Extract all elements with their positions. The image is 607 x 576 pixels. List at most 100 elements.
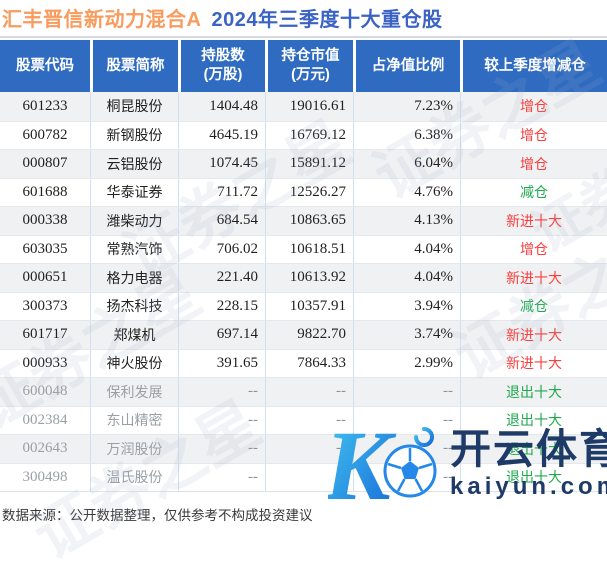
cell-code: 000651 — [22, 269, 68, 286]
cell-shares: -- — [178, 378, 265, 406]
cell-shares: -- — [178, 435, 265, 463]
cell-value: 10613.92 — [265, 264, 353, 292]
cell-name: 云铝股份 — [90, 150, 178, 178]
cell-shares: 228.15 — [178, 292, 265, 320]
cell-shares: 706.02 — [178, 235, 265, 263]
col-header-ratio: 占净值比例 — [353, 40, 460, 92]
cell-value: 19016.61 — [265, 92, 353, 121]
table-row-000807: 000807 云铝股份 1074.45 15891.12 6.04% 增仓 — [0, 149, 607, 178]
cell-name: 保利发展 — [90, 378, 178, 406]
cell-name: 桐昆股份 — [90, 92, 178, 121]
col-header-shares: 持股数 (万股) — [178, 40, 265, 92]
cell-value: -- — [265, 463, 353, 491]
col-header-name: 股票简称 — [90, 40, 178, 92]
cell-change: 增仓 — [460, 235, 607, 263]
cell-code: 000933 — [22, 354, 68, 371]
cell-value: -- — [265, 435, 353, 463]
cell-value: 9822.70 — [265, 321, 353, 349]
data-source-note: 数据来源：公开数据整理，仅供参考不构成投资建议 — [2, 508, 313, 523]
cell-ratio: -- — [353, 435, 460, 463]
cell-code: 603035 — [22, 240, 68, 257]
table-row-600048: 600048 保利发展 -- -- -- 退出十大 — [0, 377, 607, 406]
cell-code: 002643 — [22, 440, 68, 457]
table-header-row: 股票代码 股票简称 持股数 (万股) 持仓市值 (万元) 占净值比例 较上季度增减仓 — [0, 40, 607, 92]
cell-change: 新进十大 — [460, 264, 607, 292]
table-row-601233: 601233 桐昆股份 1404.48 19016.61 7.23% 增仓 — [0, 92, 607, 121]
cell-ratio: 4.76% — [353, 178, 460, 206]
cell-value: 15891.12 — [265, 150, 353, 178]
cell-shares: 391.65 — [178, 349, 265, 377]
cell-name: 郑煤机 — [90, 321, 178, 349]
cell-value: 10863.65 — [265, 207, 353, 235]
cell-value: 10618.51 — [265, 235, 353, 263]
cell-change: 增仓 — [460, 150, 607, 178]
cell-value: -- — [265, 406, 353, 434]
holdings-table: 股票代码 股票简称 持股数 (万股) 持仓市值 (万元) 占净值比例 较上季度增减仓 6012… — [0, 36, 607, 492]
cell-ratio: 4.04% — [353, 235, 460, 263]
cell-change: 增仓 — [460, 121, 607, 149]
cell-change: 新进十大 — [460, 321, 607, 349]
cell-shares: 684.54 — [178, 207, 265, 235]
cell-code: 002384 — [22, 411, 68, 428]
cell-code: 300373 — [22, 297, 68, 314]
cell-shares: 4645.19 — [178, 121, 265, 149]
cell-value: 10357.91 — [265, 292, 353, 320]
cell-change: 减仓 — [460, 178, 607, 206]
cell-ratio: 2.99% — [353, 349, 460, 377]
cell-ratio: -- — [353, 378, 460, 406]
cell-code: 600048 — [22, 383, 68, 400]
cell-code: 601717 — [22, 326, 68, 343]
cell-name: 潍柴动力 — [90, 207, 178, 235]
table-row-000933: 000933 神火股份 391.65 7864.33 2.99% 新进十大 — [0, 348, 607, 377]
cell-change: 退出十大 — [460, 463, 607, 491]
table-top-border — [0, 36, 607, 38]
cell-name: 格力电器 — [90, 264, 178, 292]
cell-code: 000807 — [22, 155, 68, 172]
table-row-601688: 601688 华泰证券 711.72 12526.27 4.76% 减仓 — [0, 177, 607, 206]
cell-shares: 1074.45 — [178, 150, 265, 178]
cell-shares: 1404.48 — [178, 92, 265, 121]
cell-value: -- — [265, 378, 353, 406]
report-period-title: 2024年三季度十大重仓股 — [211, 9, 443, 31]
cell-ratio: -- — [353, 463, 460, 491]
cell-code: 300498 — [22, 468, 68, 485]
cell-ratio: 4.04% — [353, 264, 460, 292]
cell-change: 退出十大 — [460, 406, 607, 434]
table-row-601717: 601717 郑煤机 697.14 9822.70 3.74% 新进十大 — [0, 320, 607, 349]
cell-name: 华泰证券 — [90, 178, 178, 206]
cell-value: 7864.33 — [265, 349, 353, 377]
cell-code: 000338 — [22, 212, 68, 229]
cell-ratio: 6.38% — [353, 121, 460, 149]
table-body: 601233 桐昆股份 1404.48 19016.61 7.23% 增仓 600782 新钢… — [0, 92, 607, 492]
cell-name: 新钢股份 — [90, 121, 178, 149]
cell-change: 增仓 — [460, 92, 607, 121]
cell-ratio: 3.94% — [353, 292, 460, 320]
cell-ratio: 3.74% — [353, 321, 460, 349]
cell-shares: 221.40 — [178, 264, 265, 292]
table-row-300373: 300373 扬杰科技 228.15 10357.91 3.94% 减仓 — [0, 291, 607, 320]
cell-ratio: 4.13% — [353, 207, 460, 235]
cell-name: 东山精密 — [90, 406, 178, 434]
cell-change: 新进十大 — [460, 349, 607, 377]
cell-ratio: 7.23% — [353, 92, 460, 121]
cell-ratio: 6.04% — [353, 150, 460, 178]
cell-ratio: -- — [353, 406, 460, 434]
cell-change: 新进十大 — [460, 207, 607, 235]
cell-shares: -- — [178, 463, 265, 491]
table-row-000338: 000338 潍柴动力 684.54 10863.65 4.13% 新进十大 — [0, 206, 607, 235]
table-row-600782: 600782 新钢股份 4645.19 16769.12 6.38% 增仓 — [0, 120, 607, 149]
col-header-code: 股票代码 — [0, 40, 90, 92]
cell-name: 万润股份 — [90, 435, 178, 463]
page-title: 汇丰晋信新动力混合A 2024年三季度十大重仓股 — [2, 3, 605, 32]
table-row-603035: 603035 常熟汽饰 706.02 10618.51 4.04% 增仓 — [0, 234, 607, 263]
table-row-002384: 002384 东山精密 -- -- -- 退出十大 — [0, 405, 607, 434]
cell-value: 16769.12 — [265, 121, 353, 149]
cell-shares: 711.72 — [178, 178, 265, 206]
col-header-change: 较上季度增减仓 — [460, 40, 607, 92]
col-header-value: 持仓市值 (万元) — [265, 40, 353, 92]
cell-change: 减仓 — [460, 292, 607, 320]
cell-name: 神火股份 — [90, 349, 178, 377]
cell-shares: 697.14 — [178, 321, 265, 349]
cell-name: 常熟汽饰 — [90, 235, 178, 263]
cell-change: 退出十大 — [460, 435, 607, 463]
